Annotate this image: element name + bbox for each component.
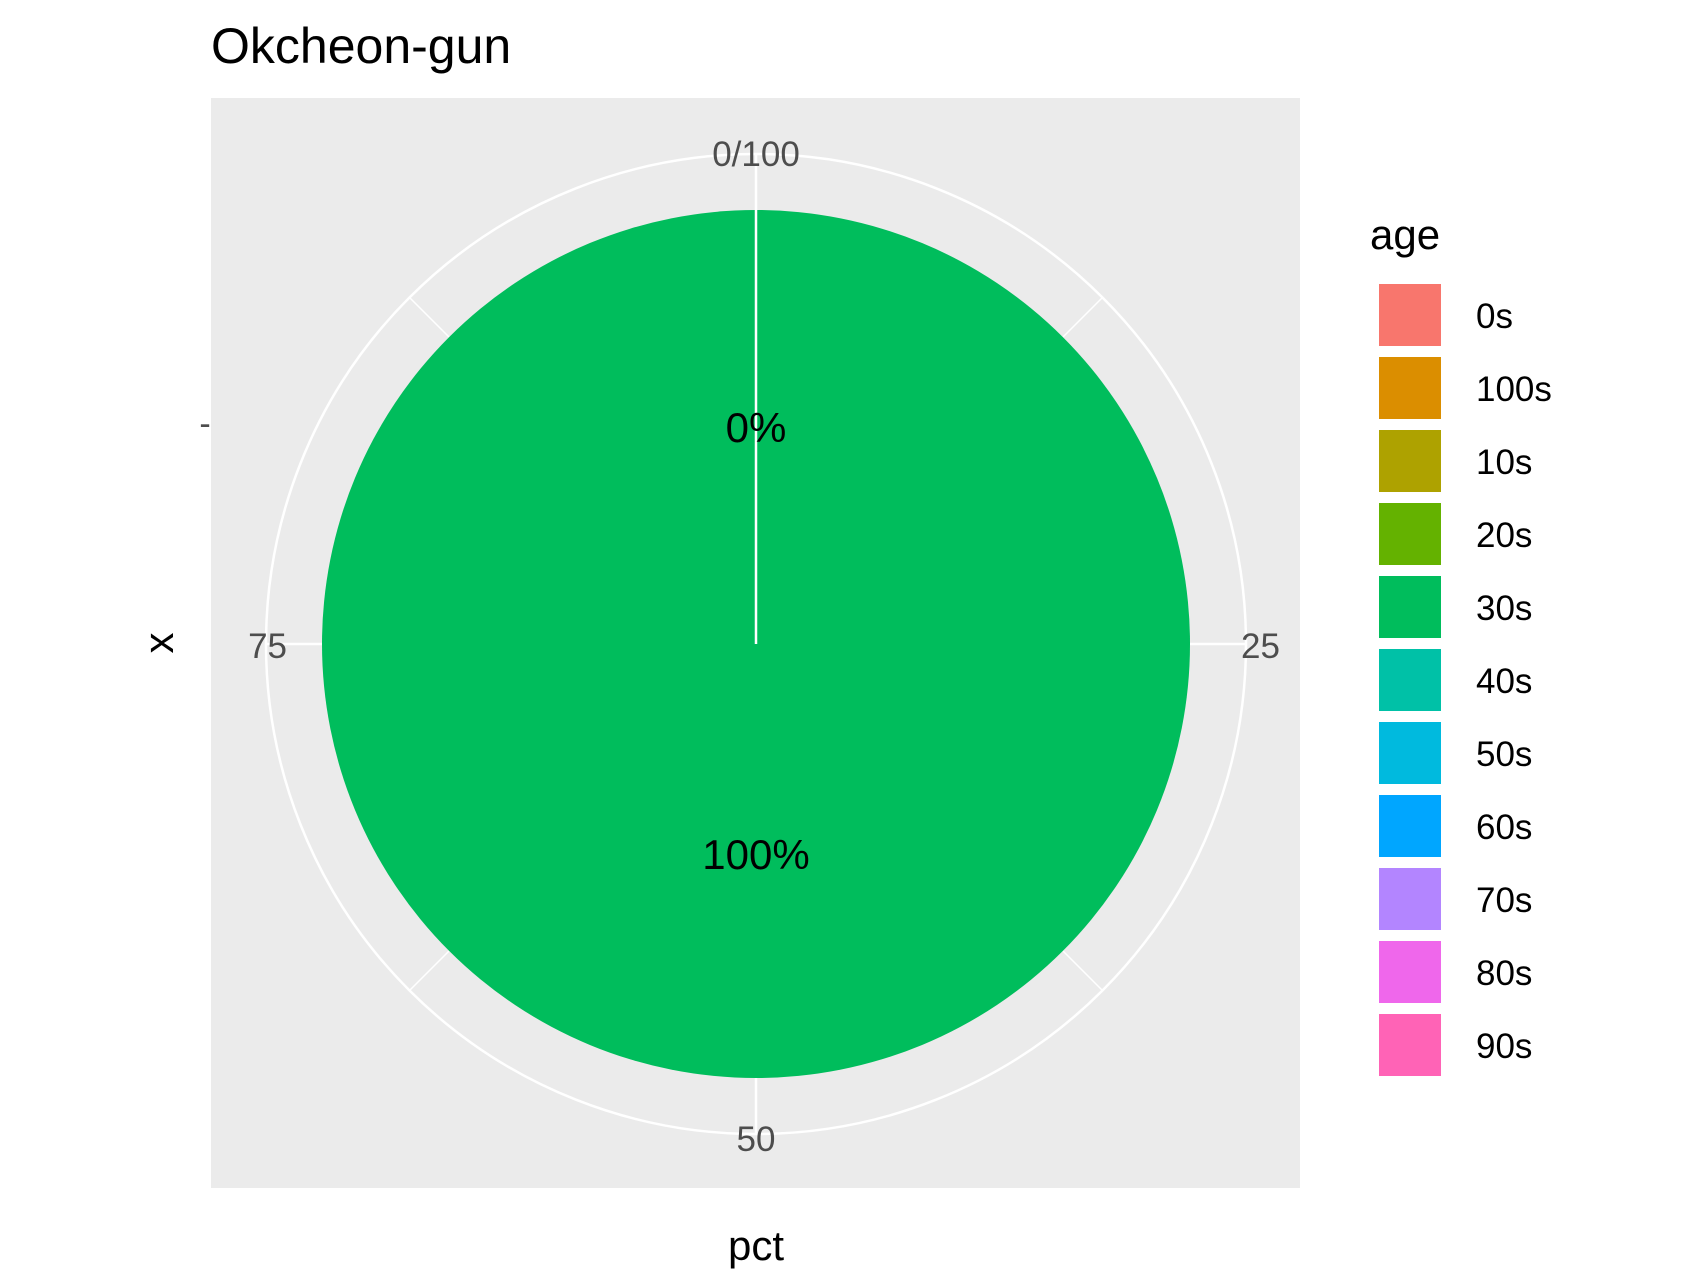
legend-label-30s: 30s	[1476, 589, 1532, 628]
legend-key-90s	[1377, 1012, 1443, 1078]
legend-key-40s	[1377, 647, 1443, 713]
theta-tick-label: 50	[737, 1120, 776, 1159]
x-axis-title: pct	[728, 1222, 784, 1269]
legend-key-0s	[1377, 282, 1443, 348]
legend: age 0s 100s 10s 20s 30s 40s 50s 60s 70s 80s 90s	[1370, 211, 1552, 1078]
legend-label-70s: 70s	[1476, 881, 1532, 920]
theta-tick-label: 75	[248, 627, 287, 666]
chart-title: Okcheon-gun	[211, 18, 511, 74]
legend-label-20s: 20s	[1476, 516, 1532, 555]
legend-key-100s	[1377, 355, 1443, 421]
grid-spoke	[1062, 950, 1104, 992]
legend-label-60s: 60s	[1476, 808, 1532, 847]
legend-label-80s: 80s	[1476, 954, 1532, 993]
legend-label-40s: 40s	[1476, 662, 1532, 701]
legend-key-70s	[1377, 866, 1443, 932]
legend-label-50s: 50s	[1476, 735, 1532, 774]
legend-key-50s	[1377, 720, 1443, 786]
slice-label: 0%	[726, 404, 787, 451]
grid-spoke	[408, 296, 450, 338]
legend-key-80s	[1377, 939, 1443, 1005]
legend-key-60s	[1377, 793, 1443, 859]
theta-tick-label: 25	[1241, 627, 1280, 666]
legend-key-10s	[1377, 428, 1443, 494]
grid-spoke	[408, 950, 450, 992]
legend-label-90s: 90s	[1476, 1027, 1532, 1066]
legend-key-20s	[1377, 501, 1443, 567]
y-axis-title: x	[135, 633, 182, 654]
slice-label: 100%	[702, 831, 809, 878]
legend-key-30s	[1377, 574, 1443, 640]
theta-tick-label: 0/100	[712, 135, 800, 174]
grid-spoke	[1062, 296, 1104, 338]
y-tick-label: -	[199, 405, 210, 443]
legend-title: age	[1370, 211, 1440, 258]
plot-panel: 100% 0% 0/100 25 50 75	[211, 98, 1300, 1188]
legend-label-10s: 10s	[1476, 443, 1532, 482]
legend-label-0s: 0s	[1476, 297, 1513, 336]
legend-label-100s: 100s	[1476, 370, 1552, 409]
